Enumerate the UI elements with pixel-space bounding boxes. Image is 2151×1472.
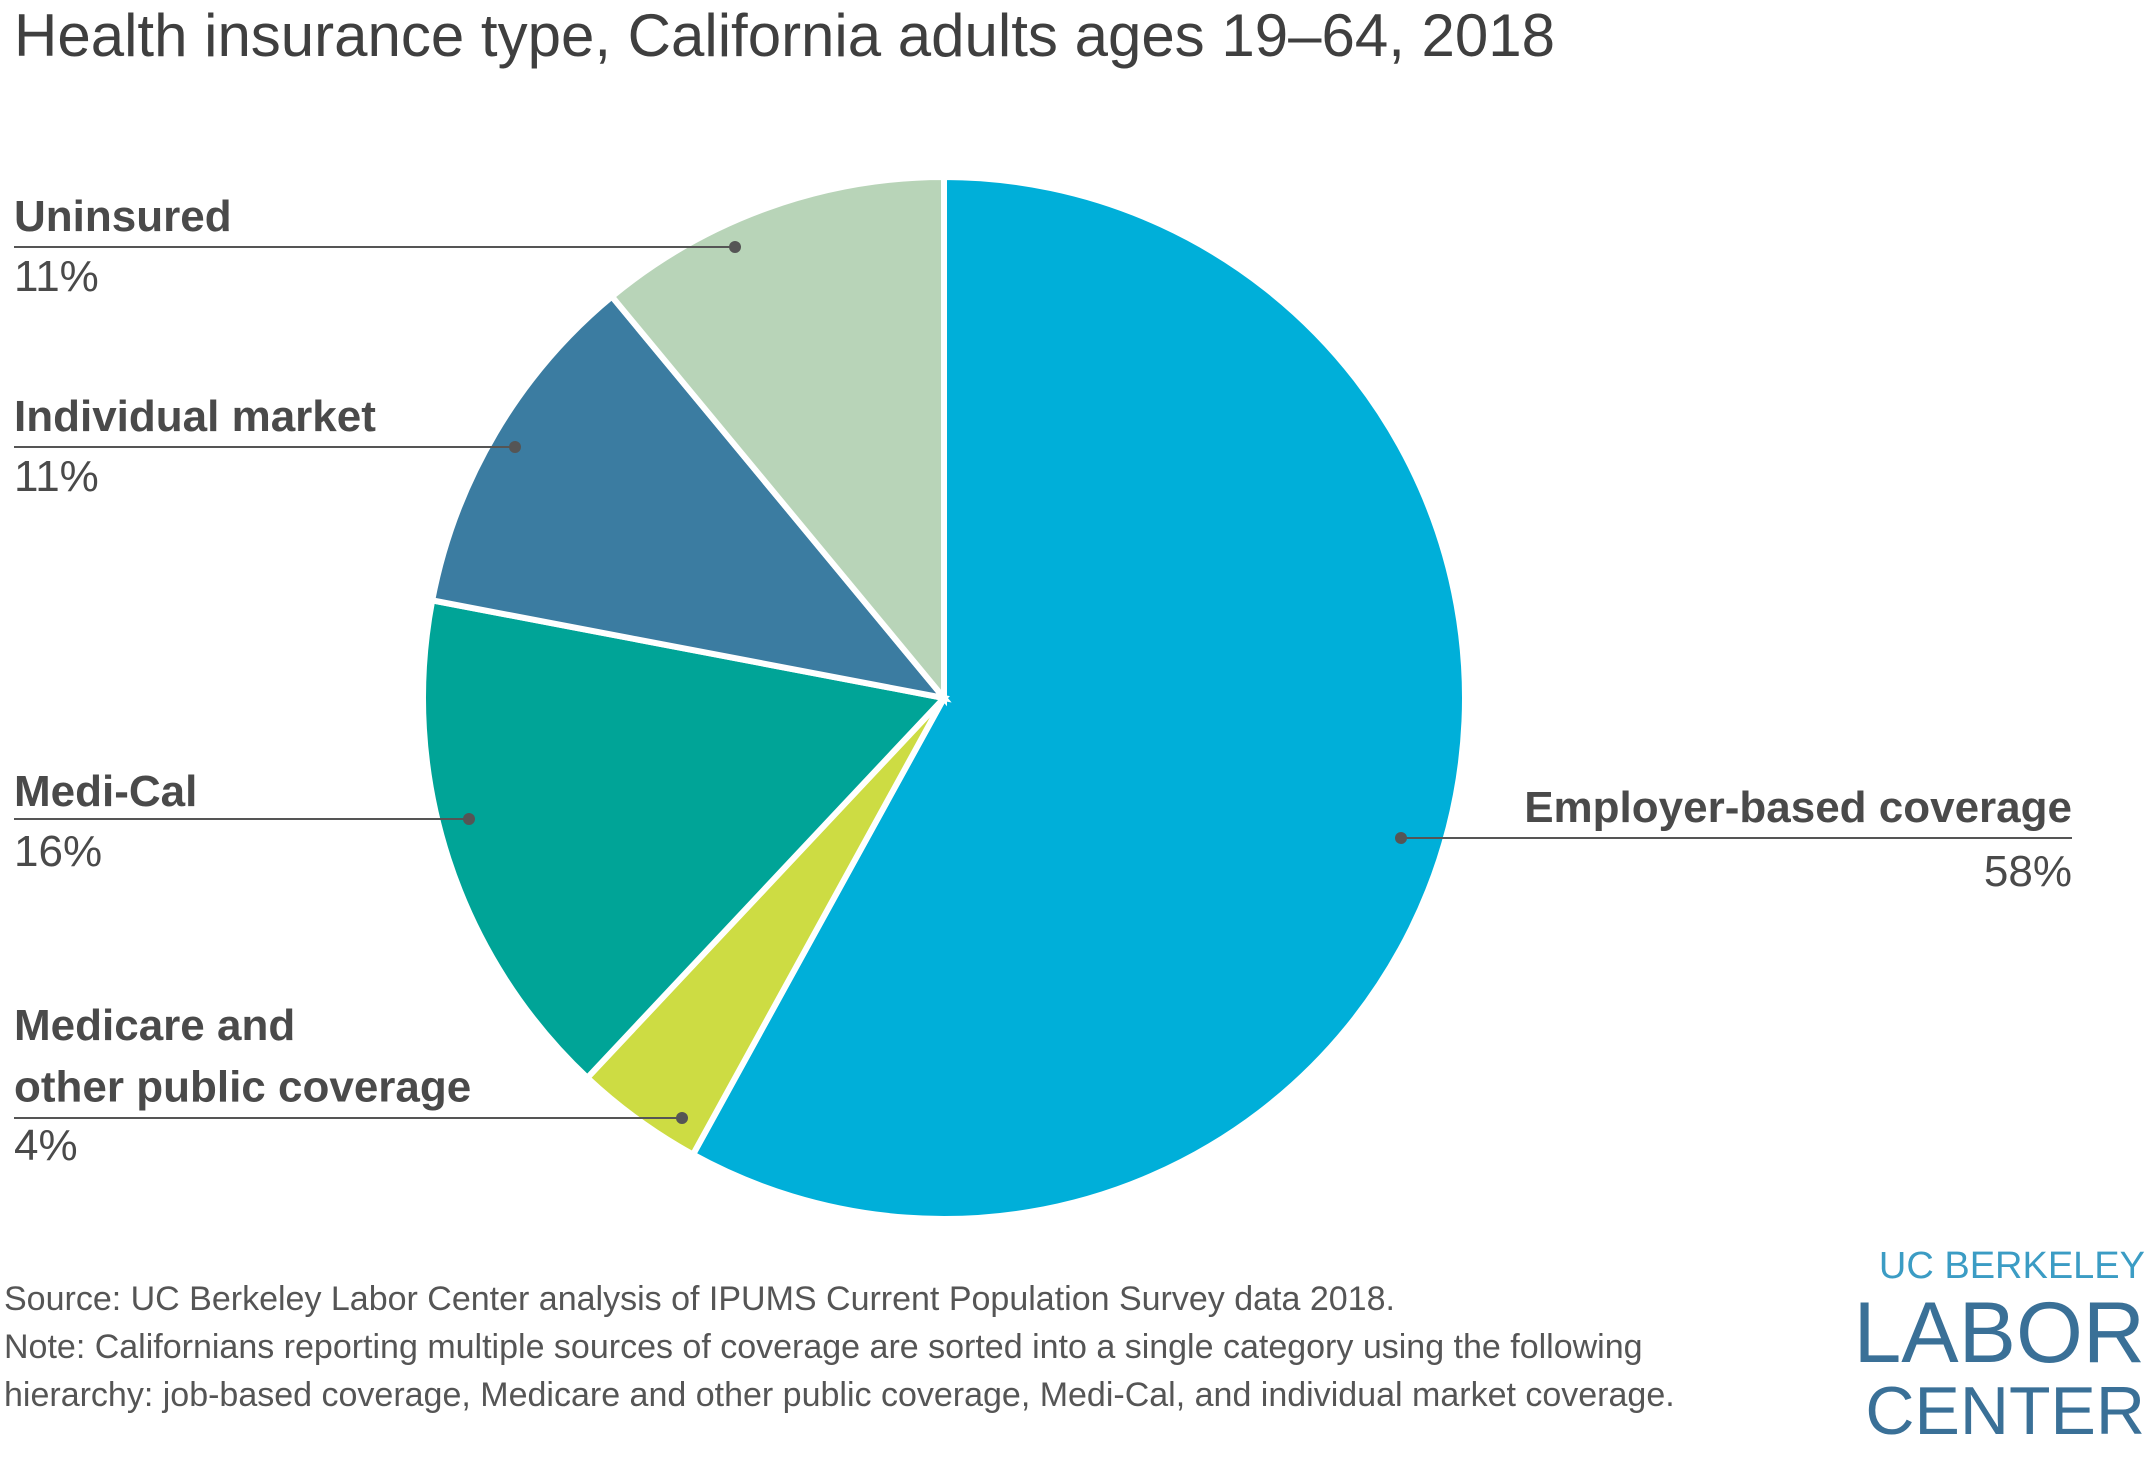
leader-dot — [463, 813, 475, 825]
slice-label: Individual market — [14, 392, 376, 441]
pie-slice — [428, 292, 952, 703]
pie-slice — [688, 173, 1468, 1222]
leader-dot — [1395, 832, 1407, 844]
value-label: 58% — [1984, 847, 2072, 896]
slice-label: Employer-based coverage — [1524, 783, 2072, 832]
source: Source: UC Berkeley Labor Center analysi… — [4, 1280, 1395, 1318]
leader-dot — [509, 441, 521, 453]
note-line: Note: Californians reporting multiple so… — [4, 1328, 1643, 1366]
pie-slice — [420, 596, 950, 1083]
note-line: hierarchy: job-based coverage, Medicare … — [4, 1376, 1675, 1414]
leader-dot — [729, 241, 741, 253]
pie-slice — [607, 173, 947, 707]
value-label: 4% — [14, 1121, 78, 1170]
logo-text: UC BERKELEY — [1879, 1245, 2145, 1287]
slice-label: Medi-Cal — [14, 767, 197, 816]
logo-text: CENTER — [1865, 1373, 2145, 1449]
value-label: 11% — [14, 452, 99, 501]
chart-title: Health insurance type, California adults… — [14, 2, 1555, 69]
logo-text: LABOR — [1853, 1285, 2145, 1381]
value-label: 11% — [14, 252, 99, 301]
slice-label: Uninsured — [14, 192, 232, 241]
value-label: 16% — [14, 827, 102, 876]
leader-dot — [676, 1112, 688, 1124]
slice-label: Medicare and other public coverage — [14, 1001, 471, 1112]
